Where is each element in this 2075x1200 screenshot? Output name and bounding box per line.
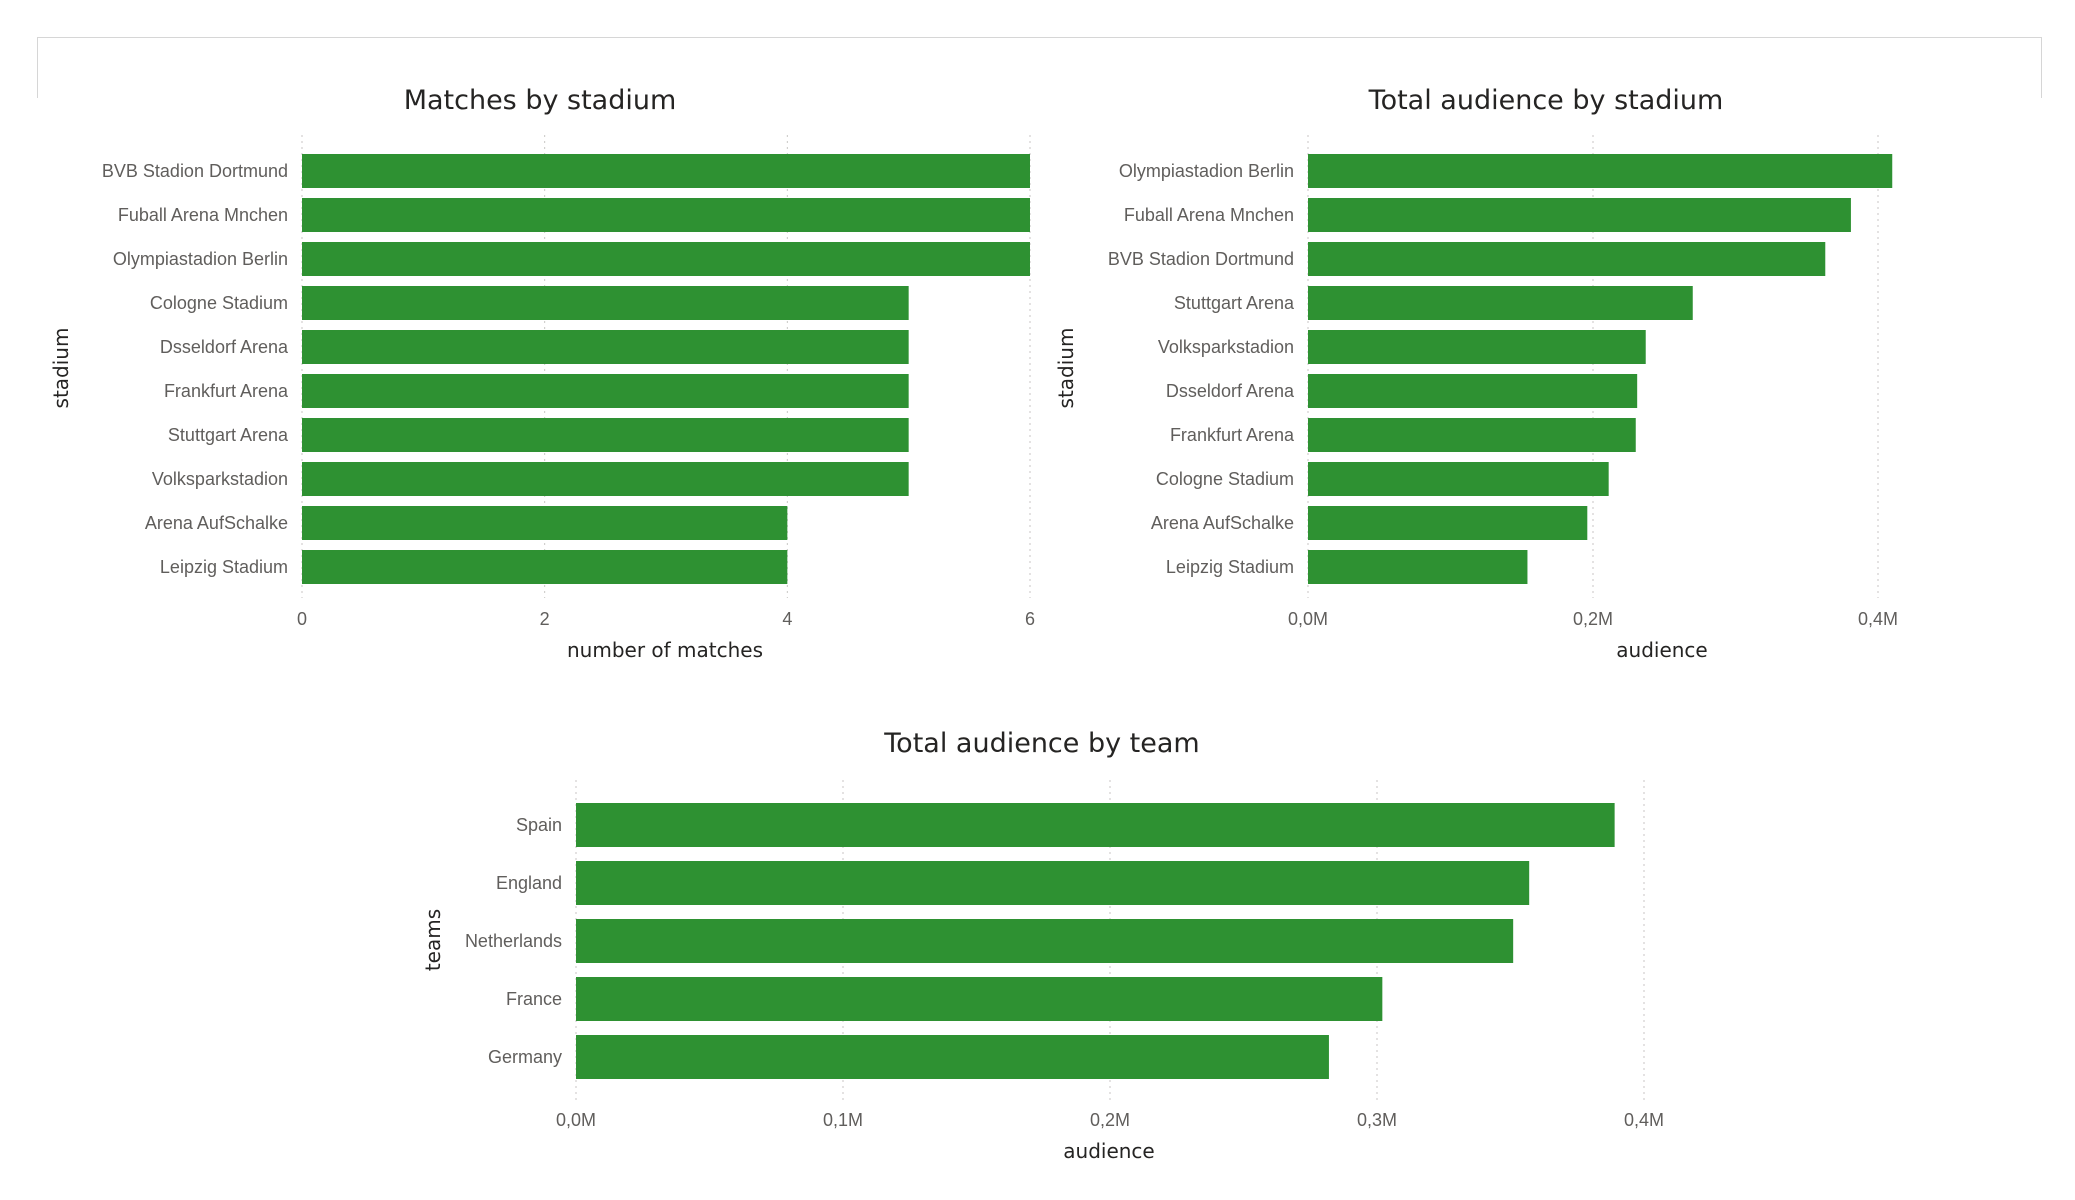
bar-spain (576, 803, 1615, 847)
y-axis-label: teams (421, 909, 445, 971)
matches-by-stadium-chart: 0 2 4 6 BVB Stadion Dortmund Fuball Arena Mnc… (49, 85, 1035, 662)
bar-olympiastadion-berlin (1308, 154, 1893, 188)
category-label: Leipzig Stadium (160, 557, 288, 577)
category-label: Stuttgart Arena (168, 425, 289, 445)
y-axis-label: stadium (49, 328, 73, 409)
bar-olympiastadion-berlin (302, 242, 1030, 276)
x-tick-label: 2 (540, 609, 550, 629)
bar-frankfurt-arena (302, 374, 909, 408)
category-label: France (506, 989, 562, 1009)
audience-by-team-chart: 0,0M 0,1M 0,2M 0,3M 0,4M Spain England Netherla… (421, 728, 1664, 1163)
x-tick-label: 0,1M (823, 1110, 863, 1130)
category-label: BVB Stadion Dortmund (1108, 249, 1294, 269)
category-label: Dsseldorf Arena (1166, 381, 1295, 401)
category-label: Cologne Stadium (150, 293, 288, 313)
y-axis-label: stadium (1054, 328, 1078, 409)
chart-title: Total audience by stadium (1368, 85, 1724, 116)
category-label: Dsseldorf Arena (160, 337, 289, 357)
category-label: Frankfurt Arena (164, 381, 289, 401)
report-frame (37, 37, 2042, 98)
x-tick-label: 0,4M (1858, 609, 1898, 629)
bar-stuttgart-arena (1308, 286, 1693, 320)
category-label: Olympiastadion Berlin (113, 249, 288, 269)
category-label: Olympiastadion Berlin (1119, 161, 1294, 181)
bar-germany (576, 1035, 1329, 1079)
category-label: Germany (488, 1047, 562, 1067)
category-label: Arena AufSchalke (1151, 513, 1294, 533)
category-label: Volksparkstadion (152, 469, 288, 489)
x-axis-label: audience (1616, 638, 1707, 662)
bar-england (576, 861, 1530, 905)
bar-leipzig-stadium (302, 550, 788, 584)
bar-arena-aufschalke (1308, 506, 1588, 540)
category-label: Leipzig Stadium (1166, 557, 1294, 577)
chart-title: Matches by stadium (404, 85, 677, 116)
bar-arena-aufschalke (302, 506, 788, 540)
bar-fuball-arena-mnchen (302, 198, 1030, 232)
bar-cologne-stadium (302, 286, 909, 320)
bar-france (576, 977, 1383, 1021)
bar-dsseldorf-arena (302, 330, 909, 364)
category-label: Cologne Stadium (1156, 469, 1294, 489)
bar-volksparkstadion (302, 462, 909, 496)
chart-title: Total audience by team (883, 728, 1199, 759)
bar-stuttgart-arena (302, 418, 909, 452)
category-label: England (496, 873, 562, 893)
bar-frankfurt-arena (1308, 418, 1636, 452)
x-tick-label: 0,2M (1090, 1110, 1130, 1130)
category-label: Fuball Arena Mnchen (1124, 205, 1294, 225)
x-axis-label: audience (1063, 1139, 1154, 1163)
bar-volksparkstadion (1308, 330, 1646, 364)
bar-bvb-stadion-dortmund (302, 154, 1030, 188)
audience-by-stadium-chart: 0,0M 0,2M 0,4M Olympiastadion Berlin Fuball … (1054, 85, 1898, 662)
category-label: BVB Stadion Dortmund (102, 161, 288, 181)
bar-dsseldorf-arena (1308, 374, 1638, 408)
category-label: Fuball Arena Mnchen (118, 205, 288, 225)
bar-cologne-stadium (1308, 462, 1609, 496)
bar-netherlands (576, 919, 1514, 963)
x-tick-label: 0 (297, 609, 307, 629)
x-tick-label: 0,2M (1573, 609, 1613, 629)
bar-bvb-stadion-dortmund (1308, 242, 1826, 276)
category-label: Stuttgart Arena (1174, 293, 1295, 313)
x-axis-label: number of matches (567, 638, 763, 662)
x-tick-label: 0,3M (1357, 1110, 1397, 1130)
x-tick-label: 0,4M (1624, 1110, 1664, 1130)
x-tick-label: 4 (782, 609, 792, 629)
x-tick-label: 0,0M (556, 1110, 596, 1130)
bar-fuball-arena-mnchen (1308, 198, 1851, 232)
bar-leipzig-stadium (1308, 550, 1528, 584)
category-label: Volksparkstadion (1158, 337, 1294, 357)
category-label: Frankfurt Arena (1170, 425, 1295, 445)
x-tick-label: 0,0M (1288, 609, 1328, 629)
x-tick-label: 6 (1025, 609, 1035, 629)
category-label: Arena AufSchalke (145, 513, 288, 533)
category-label: Spain (516, 815, 562, 835)
category-label: Netherlands (465, 931, 562, 951)
